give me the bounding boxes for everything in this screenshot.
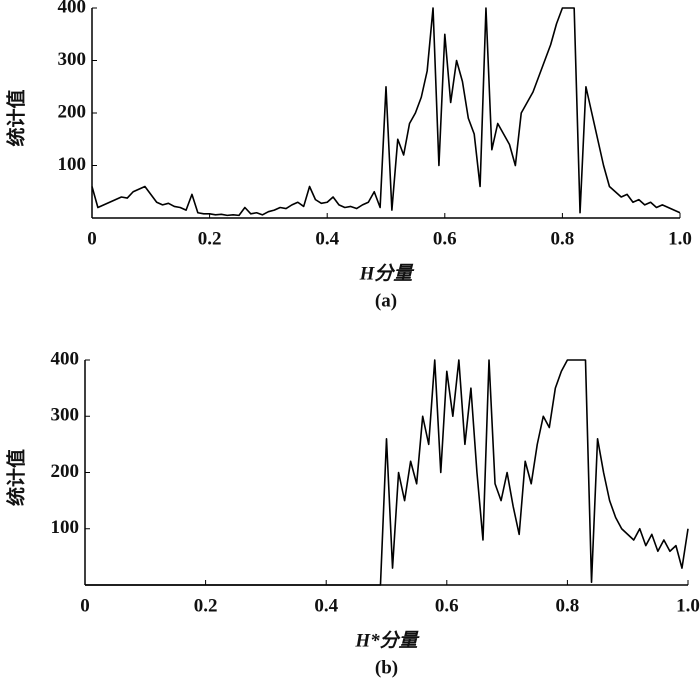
x-tick-label: 0.6 bbox=[435, 595, 459, 616]
x-tick-label: 0.4 bbox=[314, 595, 338, 616]
data-line bbox=[85, 359, 689, 586]
x-tick-label: 0.2 bbox=[194, 595, 218, 616]
data-line bbox=[91, 7, 681, 217]
x-tick-label: 0.2 bbox=[198, 228, 222, 249]
y-axis-label: 统计值 bbox=[4, 89, 27, 146]
y-tick-label: 200 bbox=[58, 101, 87, 122]
x-tick-label: 0 bbox=[80, 595, 90, 616]
x-tick-label: 0.8 bbox=[551, 228, 575, 249]
y-tick-label: 300 bbox=[51, 405, 80, 426]
caption: (b) bbox=[375, 657, 398, 678]
x-axis-label: H分量 bbox=[359, 262, 415, 284]
y-tick-label: 400 bbox=[51, 348, 80, 369]
x-axis-label: H*分量 bbox=[354, 629, 419, 651]
y-tick-label: 100 bbox=[58, 154, 87, 175]
y-axis-label: 统计值 bbox=[4, 449, 27, 506]
x-tick-label: 0.8 bbox=[556, 595, 580, 616]
caption: (a) bbox=[375, 290, 397, 311]
y-tick-label: 400 bbox=[58, 0, 87, 17]
x-tick-label: 0 bbox=[87, 228, 97, 249]
y-tick-label: 300 bbox=[58, 49, 87, 70]
x-tick-label: 0.6 bbox=[433, 228, 457, 249]
y-tick-label: 200 bbox=[51, 461, 80, 482]
y-tick-label: 100 bbox=[51, 517, 80, 538]
x-tick-label: 0.4 bbox=[315, 228, 339, 249]
x-tick-label: 1.0 bbox=[668, 228, 692, 249]
x-tick-label: 1.0 bbox=[676, 595, 700, 616]
